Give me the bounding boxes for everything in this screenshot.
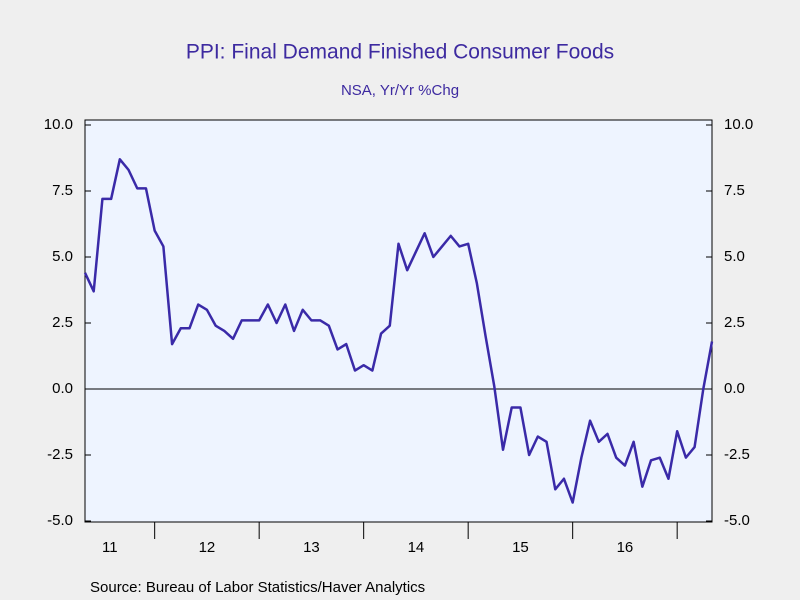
- y2-tick-label: 0.0: [724, 380, 745, 397]
- chart-title: PPI: Final Demand Finished Consumer Food…: [186, 41, 614, 64]
- y-tick-label: 7.5: [52, 182, 73, 199]
- y2-tick-label: 7.5: [724, 182, 745, 199]
- source: Source: Bureau of Labor Statistics/Haver…: [90, 579, 425, 596]
- y-tick-label: 0.0: [52, 380, 73, 397]
- x-tick-label: 16: [617, 539, 634, 556]
- plot-area: [84, 119, 713, 523]
- y-tick-label: 2.5: [52, 314, 73, 331]
- y2-tick-label: 2.5: [724, 314, 745, 331]
- x-tick-label: 14: [408, 539, 425, 556]
- y2-tick-label: -2.5: [724, 446, 750, 463]
- y2-tick-label: -5.0: [724, 512, 750, 529]
- y-tick-label: 5.0: [52, 248, 73, 265]
- y-tick-label: 10.0: [44, 116, 73, 133]
- y-tick-label: -2.5: [47, 446, 73, 463]
- chart-subtitle: NSA, Yr/Yr %Chg: [341, 82, 459, 99]
- x-tick-label: 11: [102, 539, 118, 556]
- x-tick-label: 13: [303, 539, 320, 556]
- x-tick-label: 15: [512, 539, 529, 556]
- x-tick-label: 12: [199, 539, 216, 556]
- y-tick-label: -5.0: [47, 512, 73, 529]
- series-line: [83, 158, 714, 504]
- y2-tick-label: 5.0: [724, 248, 745, 265]
- y2-tick-label: 10.0: [724, 116, 753, 133]
